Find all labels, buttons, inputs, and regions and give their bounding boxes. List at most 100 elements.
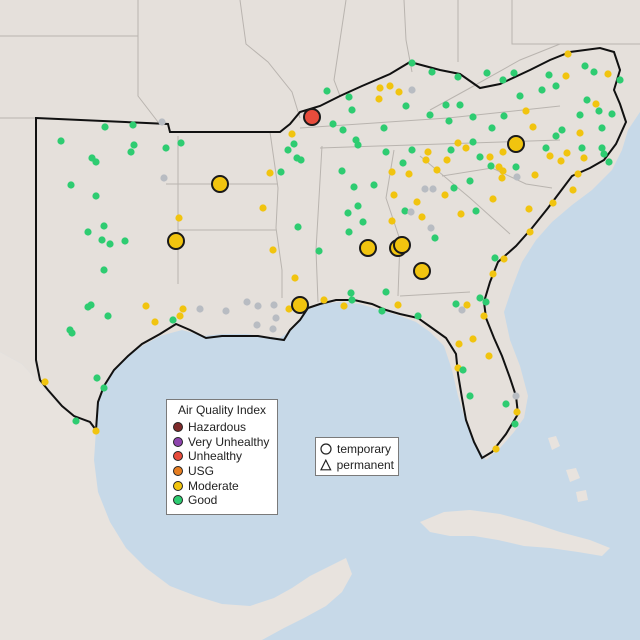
aqi-marker-good[interactable] (452, 300, 460, 308)
aqi-marker-good[interactable] (315, 247, 323, 255)
aqi-marker-moderate[interactable] (485, 352, 493, 360)
aqi-marker-moderate[interactable] (489, 270, 497, 278)
aqi-marker-moderate[interactable] (562, 72, 570, 80)
temporary-monitor-moderate[interactable] (413, 262, 431, 280)
aqi-marker-no-data[interactable] (407, 208, 415, 216)
aqi-marker-no-data[interactable] (253, 321, 261, 329)
aqi-marker-moderate[interactable] (499, 167, 507, 175)
aqi-marker-good[interactable] (88, 154, 96, 162)
temporary-monitor-moderate[interactable] (291, 296, 309, 314)
aqi-marker-good[interactable] (469, 138, 477, 146)
aqi-marker-good[interactable] (456, 101, 464, 109)
aqi-marker-good[interactable] (502, 400, 510, 408)
aqi-marker-good[interactable] (345, 93, 353, 101)
aqi-marker-moderate[interactable] (564, 50, 572, 58)
aqi-marker-good[interactable] (329, 120, 337, 128)
aqi-marker-moderate[interactable] (320, 296, 328, 304)
aqi-marker-good[interactable] (177, 139, 185, 147)
aqi-marker-no-data[interactable] (421, 185, 429, 193)
aqi-marker-moderate[interactable] (413, 198, 421, 206)
aqi-marker-good[interactable] (100, 222, 108, 230)
aqi-marker-good[interactable] (359, 218, 367, 226)
aqi-marker-no-data[interactable] (270, 301, 278, 309)
aqi-marker-good[interactable] (511, 420, 519, 428)
aqi-marker-no-data[interactable] (222, 307, 230, 315)
aqi-marker-good[interactable] (595, 107, 603, 115)
aqi-marker-good[interactable] (459, 366, 467, 374)
aqi-marker-good[interactable] (84, 228, 92, 236)
aqi-marker-good[interactable] (277, 168, 285, 176)
aqi-marker-good[interactable] (100, 384, 108, 392)
aqi-marker-moderate[interactable] (500, 255, 508, 263)
aqi-marker-no-data[interactable] (513, 173, 521, 181)
aqi-marker-good[interactable] (426, 111, 434, 119)
aqi-marker-moderate[interactable] (176, 312, 184, 320)
temporary-monitor-moderate[interactable] (167, 232, 185, 250)
aqi-marker-good[interactable] (491, 254, 499, 262)
aqi-marker-good[interactable] (130, 141, 138, 149)
aqi-marker-moderate[interactable] (569, 186, 577, 194)
aqi-marker-moderate[interactable] (499, 148, 507, 156)
aqi-marker-moderate[interactable] (266, 169, 274, 177)
aqi-marker-good[interactable] (512, 163, 520, 171)
aqi-marker-good[interactable] (339, 126, 347, 134)
aqi-marker-moderate[interactable] (576, 129, 584, 137)
temporary-monitor-moderate[interactable] (507, 135, 525, 153)
aqi-marker-good[interactable] (414, 312, 422, 320)
aqi-marker-moderate[interactable] (454, 139, 462, 147)
aqi-marker-moderate[interactable] (531, 171, 539, 179)
aqi-marker-good[interactable] (552, 82, 560, 90)
aqi-marker-good[interactable] (284, 146, 292, 154)
aqi-marker-good[interactable] (354, 141, 362, 149)
aqi-marker-moderate[interactable] (455, 340, 463, 348)
aqi-marker-moderate[interactable] (574, 170, 582, 178)
aqi-monitor-markers[interactable] (41, 50, 624, 453)
aqi-marker-good[interactable] (382, 288, 390, 296)
temporary-monitor-unhealthy[interactable] (303, 108, 321, 126)
aqi-marker-good[interactable] (68, 329, 76, 337)
aqi-marker-moderate[interactable] (41, 378, 49, 386)
aqi-marker-moderate[interactable] (513, 408, 521, 416)
aqi-marker-moderate[interactable] (463, 301, 471, 309)
aqi-marker-good[interactable] (598, 124, 606, 132)
aqi-marker-no-data[interactable] (158, 118, 166, 126)
aqi-marker-good[interactable] (127, 148, 135, 156)
aqi-marker-good[interactable] (616, 76, 624, 84)
aqi-marker-good[interactable] (92, 192, 100, 200)
aqi-marker-moderate[interactable] (394, 301, 402, 309)
aqi-marker-moderate[interactable] (592, 100, 600, 108)
aqi-marker-moderate[interactable] (526, 228, 534, 236)
aqi-marker-good[interactable] (408, 146, 416, 154)
aqi-marker-moderate[interactable] (457, 210, 465, 218)
aqi-marker-good[interactable] (454, 73, 462, 81)
aqi-marker-good[interactable] (581, 62, 589, 70)
aqi-marker-moderate[interactable] (390, 191, 398, 199)
aqi-marker-good[interactable] (350, 183, 358, 191)
aqi-marker-good[interactable] (442, 101, 450, 109)
aqi-marker-good[interactable] (466, 177, 474, 185)
aqi-marker-good[interactable] (483, 69, 491, 77)
aqi-marker-moderate[interactable] (604, 70, 612, 78)
aqi-marker-moderate[interactable] (418, 213, 426, 221)
aqi-marker-moderate[interactable] (395, 88, 403, 96)
aqi-marker-moderate[interactable] (151, 318, 159, 326)
aqi-marker-good[interactable] (294, 223, 302, 231)
aqi-marker-moderate[interactable] (525, 205, 533, 213)
aqi-marker-no-data[interactable] (512, 392, 520, 400)
aqi-marker-good[interactable] (347, 289, 355, 297)
aqi-marker-no-data[interactable] (458, 306, 466, 314)
aqi-marker-good[interactable] (378, 307, 386, 315)
aqi-marker-good[interactable] (104, 312, 112, 320)
aqi-marker-moderate[interactable] (375, 95, 383, 103)
aqi-marker-good[interactable] (466, 392, 474, 400)
aqi-marker-moderate[interactable] (340, 302, 348, 310)
aqi-marker-good[interactable] (354, 202, 362, 210)
aqi-marker-no-data[interactable] (160, 174, 168, 182)
aqi-marker-moderate[interactable] (433, 166, 441, 174)
aqi-marker-good[interactable] (447, 146, 455, 154)
aqi-marker-no-data[interactable] (272, 314, 280, 322)
aqi-marker-moderate[interactable] (462, 144, 470, 152)
aqi-marker-moderate[interactable] (175, 214, 183, 222)
aqi-marker-good[interactable] (469, 113, 477, 121)
